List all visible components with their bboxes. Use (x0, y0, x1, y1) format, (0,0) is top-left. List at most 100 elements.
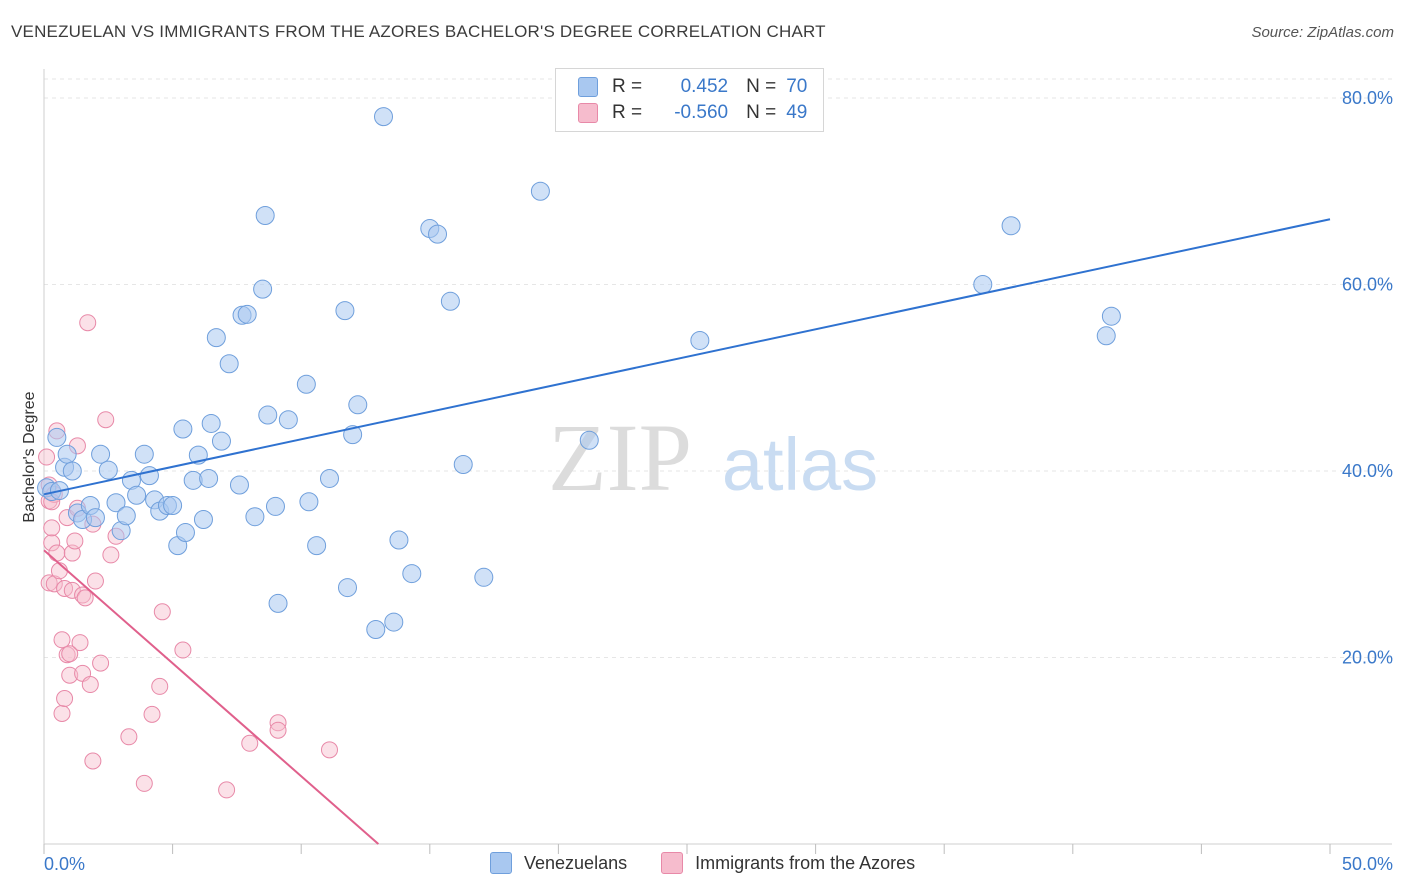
azores-point (43, 534, 61, 552)
azores-point (269, 714, 287, 732)
venezuelans-point (268, 593, 288, 613)
venezuelans-point (384, 612, 404, 632)
y-axis-label: Bachelor's Degree (21, 391, 38, 522)
venezuelans-point (193, 509, 213, 529)
y-tick-label: 60.0% (1342, 275, 1393, 295)
venezuelans-point (474, 567, 494, 587)
venezuelans-point (134, 444, 154, 464)
legend-r-label: R = (612, 76, 643, 97)
series-legend: Venezuelans Immigrants from the Azores (490, 852, 949, 874)
venezuelans-point (245, 507, 265, 527)
legend-row-venezuelans: R = 0.452 N = 70 (578, 74, 807, 100)
venezuelans-point (127, 485, 147, 505)
legend-r-value: 0.452 (680, 76, 729, 97)
venezuelans-point (206, 328, 226, 348)
azores-point (84, 752, 102, 770)
legend-n-value: 49 (786, 102, 808, 123)
venezuelans-point (1001, 216, 1021, 236)
venezuelans-point (163, 496, 183, 516)
x-tick-label-max: 50.0% (1342, 854, 1393, 874)
watermark: ZIP atlas (548, 404, 878, 511)
venezuelans-point (229, 475, 249, 495)
y-tick-label: 20.0% (1342, 648, 1393, 668)
legend-label-azores: Immigrants from the Azores (695, 852, 916, 873)
azores-point (143, 705, 161, 723)
azores-point (81, 676, 99, 694)
venezuelans-point (579, 430, 599, 450)
azores-point (76, 589, 94, 607)
legend-r-label: R = (612, 102, 643, 123)
venezuelans-point (973, 275, 993, 294)
venezuelans-point (173, 419, 193, 439)
venezuelans-point (278, 410, 298, 430)
venezuelans-point (374, 107, 394, 127)
azores-point (61, 645, 79, 663)
axes (43, 69, 1392, 854)
azores-point (97, 411, 115, 429)
legend-swatch-blue (490, 852, 512, 874)
legend-swatch-pink (578, 103, 598, 123)
venezuelans-point (265, 496, 285, 516)
legend-swatch-blue (578, 77, 598, 97)
azores-point (174, 641, 192, 659)
venezuelans-point (366, 620, 386, 640)
venezuelans-point (389, 530, 409, 550)
azores-point (50, 562, 68, 580)
venezuelans-point (47, 427, 67, 447)
legend-item-azores[interactable]: Immigrants from the Azores (661, 852, 915, 874)
venezuelans-point (57, 444, 77, 464)
venezuelans-point (530, 181, 550, 201)
venezuelans-point (319, 468, 339, 488)
azores-point (320, 741, 338, 759)
azores-point (135, 774, 153, 792)
venezuelans-point (91, 444, 111, 464)
venezuelans-point (402, 564, 422, 584)
azores-point (151, 677, 169, 695)
watermark-atlas: atlas (722, 423, 878, 506)
venezuelans-point (201, 413, 221, 433)
azores-point (153, 603, 171, 621)
legend-item-venezuelans[interactable]: Venezuelans (490, 852, 627, 874)
venezuelans-point (428, 224, 448, 244)
legend-n-value: 70 (786, 76, 808, 97)
venezuelans-point (337, 578, 357, 598)
azores-point (92, 654, 110, 672)
venezuelans-point (1096, 326, 1116, 346)
venezuelans-point (85, 508, 105, 528)
azores-point (120, 728, 138, 746)
chart-title: VENEZUELAN VS IMMIGRANTS FROM THE AZORES… (11, 22, 826, 41)
venezuelans-point (98, 460, 118, 480)
venezuelans-point (253, 279, 273, 299)
legend-n-label: N = (746, 102, 777, 123)
venezuelans-point (255, 205, 275, 225)
legend-n-label: N = (746, 76, 777, 97)
azores-point (43, 519, 61, 537)
venezuelans-point (440, 291, 460, 311)
venezuelans-point (258, 405, 278, 425)
azores-point (40, 574, 58, 592)
venezuelans-point (307, 536, 327, 556)
watermark-zip: ZIP (548, 404, 692, 511)
legend-label-venezuelans: Venezuelans (524, 852, 628, 873)
venezuelans-point (139, 466, 159, 486)
venezuelans-point (453, 454, 473, 474)
azores-point (74, 586, 92, 604)
venezuelans-point (335, 301, 355, 321)
azores-point (71, 634, 89, 652)
legend-row-azores: R = -0.560 N = 49 (578, 100, 807, 126)
series-azores-points (38, 314, 338, 799)
azores-point (86, 572, 104, 590)
azores-point (38, 448, 56, 466)
azores-point (102, 546, 120, 564)
venezuelans-point (106, 493, 126, 513)
trend-lines (43, 218, 1331, 845)
source-credit: Source: ZipAtlas.com (1251, 24, 1394, 41)
venezuelans-point (175, 523, 195, 543)
venezuelans-point (348, 395, 368, 415)
azores-point (218, 781, 236, 799)
azores-point (63, 581, 81, 599)
y-tick-label: 40.0% (1342, 461, 1393, 481)
venezuelans-point (296, 374, 316, 394)
azores-point (269, 721, 287, 739)
gridlines (44, 78, 1392, 658)
